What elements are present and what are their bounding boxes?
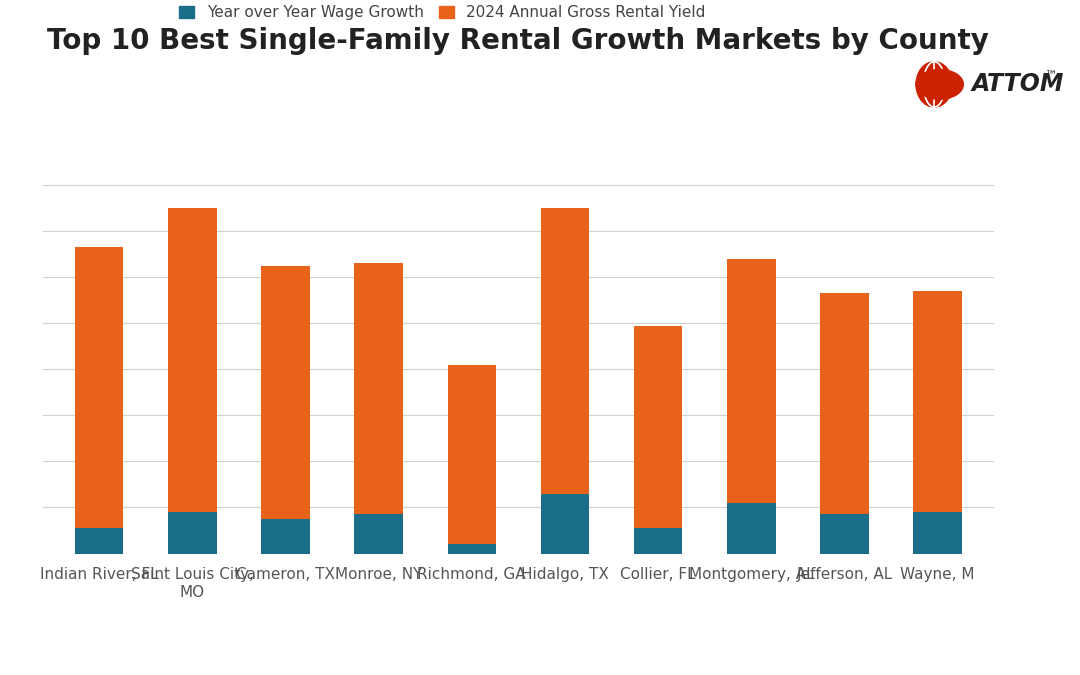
Bar: [727, 503, 775, 554]
Circle shape: [916, 61, 953, 107]
Bar: [914, 512, 962, 554]
Bar: [75, 528, 123, 554]
Bar: [821, 293, 868, 514]
Bar: [75, 247, 123, 528]
Bar: [354, 263, 403, 514]
Bar: [447, 544, 496, 554]
Bar: [261, 519, 310, 554]
Bar: [447, 364, 496, 544]
Text: ATTOM: ATTOM: [972, 72, 1065, 97]
Bar: [541, 493, 590, 554]
Bar: [261, 266, 310, 519]
Bar: [541, 208, 590, 493]
Bar: [634, 528, 683, 554]
Bar: [914, 291, 962, 512]
Bar: [821, 514, 868, 554]
Text: Top 10 Best Single-Family Rental Growth Markets by County: Top 10 Best Single-Family Rental Growth …: [48, 27, 989, 55]
Bar: [168, 208, 216, 512]
Text: ™: ™: [1044, 70, 1057, 83]
Legend: Year over Year Wage Growth, 2024 Annual Gross Rental Yield: Year over Year Wage Growth, 2024 Annual …: [179, 5, 705, 20]
Bar: [634, 325, 683, 528]
Bar: [168, 512, 216, 554]
Bar: [354, 514, 403, 554]
Bar: [727, 259, 775, 503]
